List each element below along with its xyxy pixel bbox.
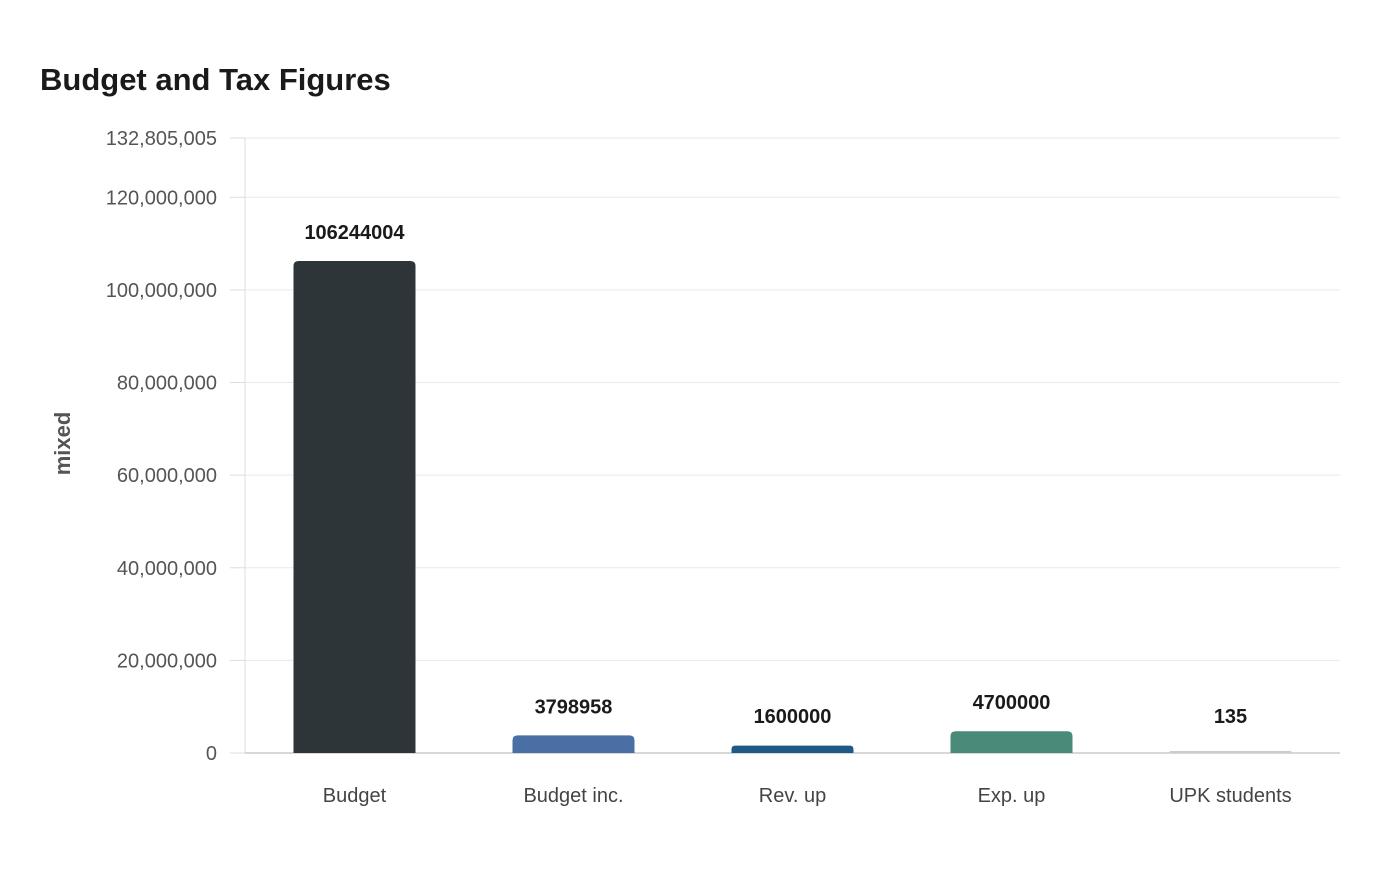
y-tick-label: 120,000,000	[106, 187, 217, 209]
grid-lines	[230, 137, 1340, 754]
bar-exp-up	[950, 731, 1073, 753]
y-tick-label: 40,000,000	[117, 558, 217, 580]
y-tick-label: 100,000,000	[106, 280, 217, 302]
data-label: 135	[1214, 706, 1247, 728]
bar-budget-inc	[512, 735, 635, 753]
bars	[293, 261, 1292, 753]
category-label: Exp. up	[978, 785, 1046, 807]
bar-upk-students	[1169, 751, 1292, 753]
category-label: UPK students	[1169, 785, 1291, 807]
category-label: Budget inc.	[523, 785, 623, 807]
category-label: Budget	[323, 785, 387, 807]
bar-rev-up	[731, 745, 854, 753]
y-tick-labels: 0 20,000,000 40,000,000 60,000,000 80,000,00…	[106, 128, 217, 765]
chart-title: Budget and Tax Figures	[40, 62, 391, 97]
category-label: Rev. up	[759, 785, 826, 807]
data-label: 3798958	[535, 696, 613, 718]
y-tick-label: 80,000,000	[117, 373, 217, 395]
y-tick-label: 20,000,000	[117, 650, 217, 672]
y-tick-label: 132,805,005	[106, 128, 217, 150]
y-axis-title: mixed	[50, 412, 75, 476]
data-label: 1600000	[754, 706, 832, 728]
data-label: 106244004	[304, 222, 405, 244]
y-tick-label: 60,000,000	[117, 465, 217, 487]
y-tick-label: 0	[206, 743, 217, 765]
bar-budget	[293, 261, 416, 753]
data-labels: 106244004 3798958 1600000 4700000 135	[304, 222, 1247, 728]
category-labels: Budget Budget inc. Rev. up Exp. up UPK stude…	[323, 785, 1292, 807]
data-label: 4700000	[973, 692, 1051, 714]
